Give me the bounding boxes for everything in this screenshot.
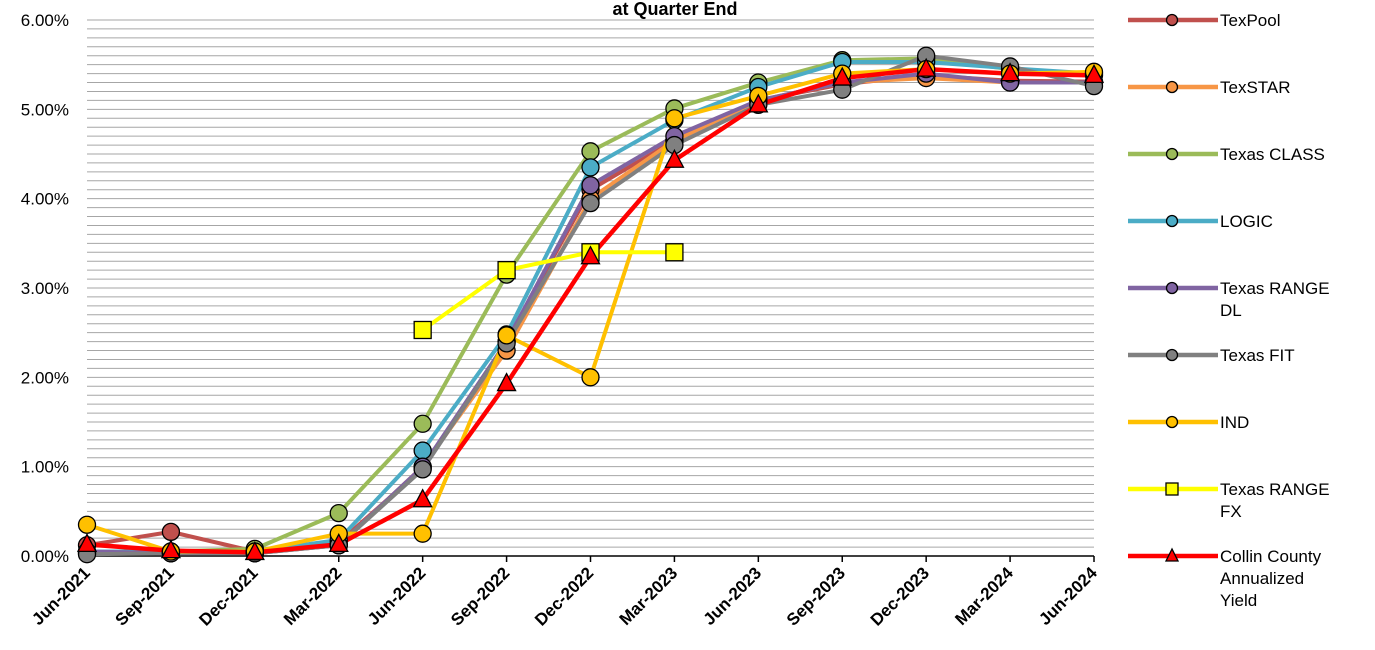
legend-label-texpool: TexPool — [1220, 11, 1280, 30]
series-line-texas-class — [85, 56, 1096, 554]
data-point-logic — [413, 441, 432, 460]
legend-label-texas-class: Texas CLASS — [1220, 145, 1325, 164]
series-line-texas-range-fx — [420, 250, 677, 332]
data-point-texas-range-fx — [413, 320, 432, 340]
data-point-collin-county-annualized-yield — [580, 245, 601, 265]
data-point-collin-county-annualized-yield — [664, 148, 685, 168]
x-tick-label: Sep-2023 — [783, 563, 849, 629]
data-point-collin-county-annualized-yield — [496, 372, 517, 392]
data-point-collin-county-annualized-yield — [160, 539, 181, 559]
legend-marker-ind — [1165, 415, 1179, 429]
data-point-texas-range-fx — [497, 260, 516, 280]
legend-label-logic: LOGIC — [1220, 212, 1273, 231]
data-point-collin-county-annualized-yield — [916, 57, 937, 77]
gridlines — [87, 19, 1094, 548]
legend-marker-texpool — [1165, 13, 1179, 27]
data-point-texas-class — [329, 503, 348, 523]
data-point-ind — [413, 524, 432, 543]
legend-label-texas-range-dl: Texas RANGE DL — [1220, 279, 1330, 320]
data-point-ind — [665, 109, 684, 128]
data-point-texas-fit — [413, 460, 432, 479]
data-point-collin-county-annualized-yield — [832, 66, 853, 86]
data-point-texas-class — [413, 414, 432, 433]
x-tick-label: Sep-2022 — [447, 563, 513, 629]
legend-marker-texas-fit — [1165, 348, 1179, 362]
y-tick-label: 4.00% — [21, 190, 69, 209]
x-tick-label: Mar-2022 — [280, 563, 346, 629]
legend-marker-texas-range-dl — [1165, 281, 1179, 295]
x-tick-label: Mar-2024 — [951, 563, 1017, 629]
data-point-collin-county-annualized-yield — [76, 532, 98, 553]
y-tick-label: 0.00% — [21, 547, 69, 566]
x-tick-label: Dec-2023 — [867, 563, 933, 629]
x-tick-label: Sep-2021 — [112, 563, 178, 629]
data-point-logic — [581, 158, 600, 177]
legend-label-collin-county-annualized-yield: Collin County Annualized Yield — [1220, 547, 1322, 610]
data-point-ind — [497, 326, 516, 345]
legend-marker-texstar — [1165, 80, 1179, 94]
legend-marker-collin-county-annualized-yield — [1164, 547, 1180, 562]
data-point-collin-county-annualized-yield — [1000, 62, 1021, 82]
legend-label-texas-range-fx: Texas RANGE FX — [1220, 480, 1330, 521]
series-lines — [84, 53, 1097, 557]
data-point-ind — [581, 368, 600, 387]
series-line-ind — [85, 67, 1096, 554]
data-point-texas-class — [581, 142, 600, 161]
data-point-texas-fit — [581, 193, 600, 213]
legend-marker-texas-range-fx — [1165, 482, 1179, 496]
data-point-collin-county-annualized-yield — [244, 541, 265, 561]
chart-title: at Quarter End — [612, 0, 737, 19]
legend: TexPool TexSTAR Texas CLASS LOGIC Texas RANG… — [1128, 11, 1330, 610]
series-markers — [76, 46, 1105, 564]
y-tick-label: 6.00% — [21, 11, 69, 30]
legend-label-texstar: TexSTAR — [1220, 78, 1291, 97]
data-point-texpool — [161, 522, 181, 542]
y-tick-label: 5.00% — [21, 100, 69, 119]
series-line-logic — [85, 59, 1096, 554]
series-line-collin-county-annualized-yield — [84, 66, 1097, 555]
legend-label-texas-fit: Texas FIT — [1220, 346, 1295, 365]
x-tick-label: Jun-2024 — [1035, 563, 1101, 629]
x-tick-label: Mar-2023 — [616, 563, 682, 629]
legend-marker-texas-class — [1165, 147, 1179, 161]
x-tick-label: Jun-2021 — [28, 563, 94, 629]
x-tick-label: Jun-2022 — [364, 563, 430, 629]
y-tick-label: 3.00% — [21, 279, 69, 298]
data-point-collin-county-annualized-yield — [1083, 63, 1105, 84]
x-tick-label: Dec-2021 — [195, 563, 261, 629]
data-point-collin-county-annualized-yield — [328, 532, 349, 553]
legend-label-ind: IND — [1220, 413, 1249, 432]
x-tick-label: Dec-2022 — [531, 563, 597, 629]
legend-marker-logic — [1165, 214, 1179, 228]
data-point-texas-range-fx — [665, 243, 684, 262]
series-line-texas-fit — [85, 53, 1096, 557]
x-tick-label: Jun-2023 — [700, 563, 766, 629]
data-point-texas-range-dl — [581, 176, 600, 195]
axes: 0.00% 1.00% 2.00% 3.00% 4.00% 5.00% 6.00% Jun-2… — [21, 11, 1101, 630]
data-point-collin-county-annualized-yield — [748, 93, 769, 113]
data-point-ind — [77, 515, 97, 534]
data-point-collin-county-annualized-yield — [412, 488, 433, 508]
y-tick-label: 1.00% — [21, 458, 69, 477]
y-tick-label: 2.00% — [21, 368, 69, 387]
